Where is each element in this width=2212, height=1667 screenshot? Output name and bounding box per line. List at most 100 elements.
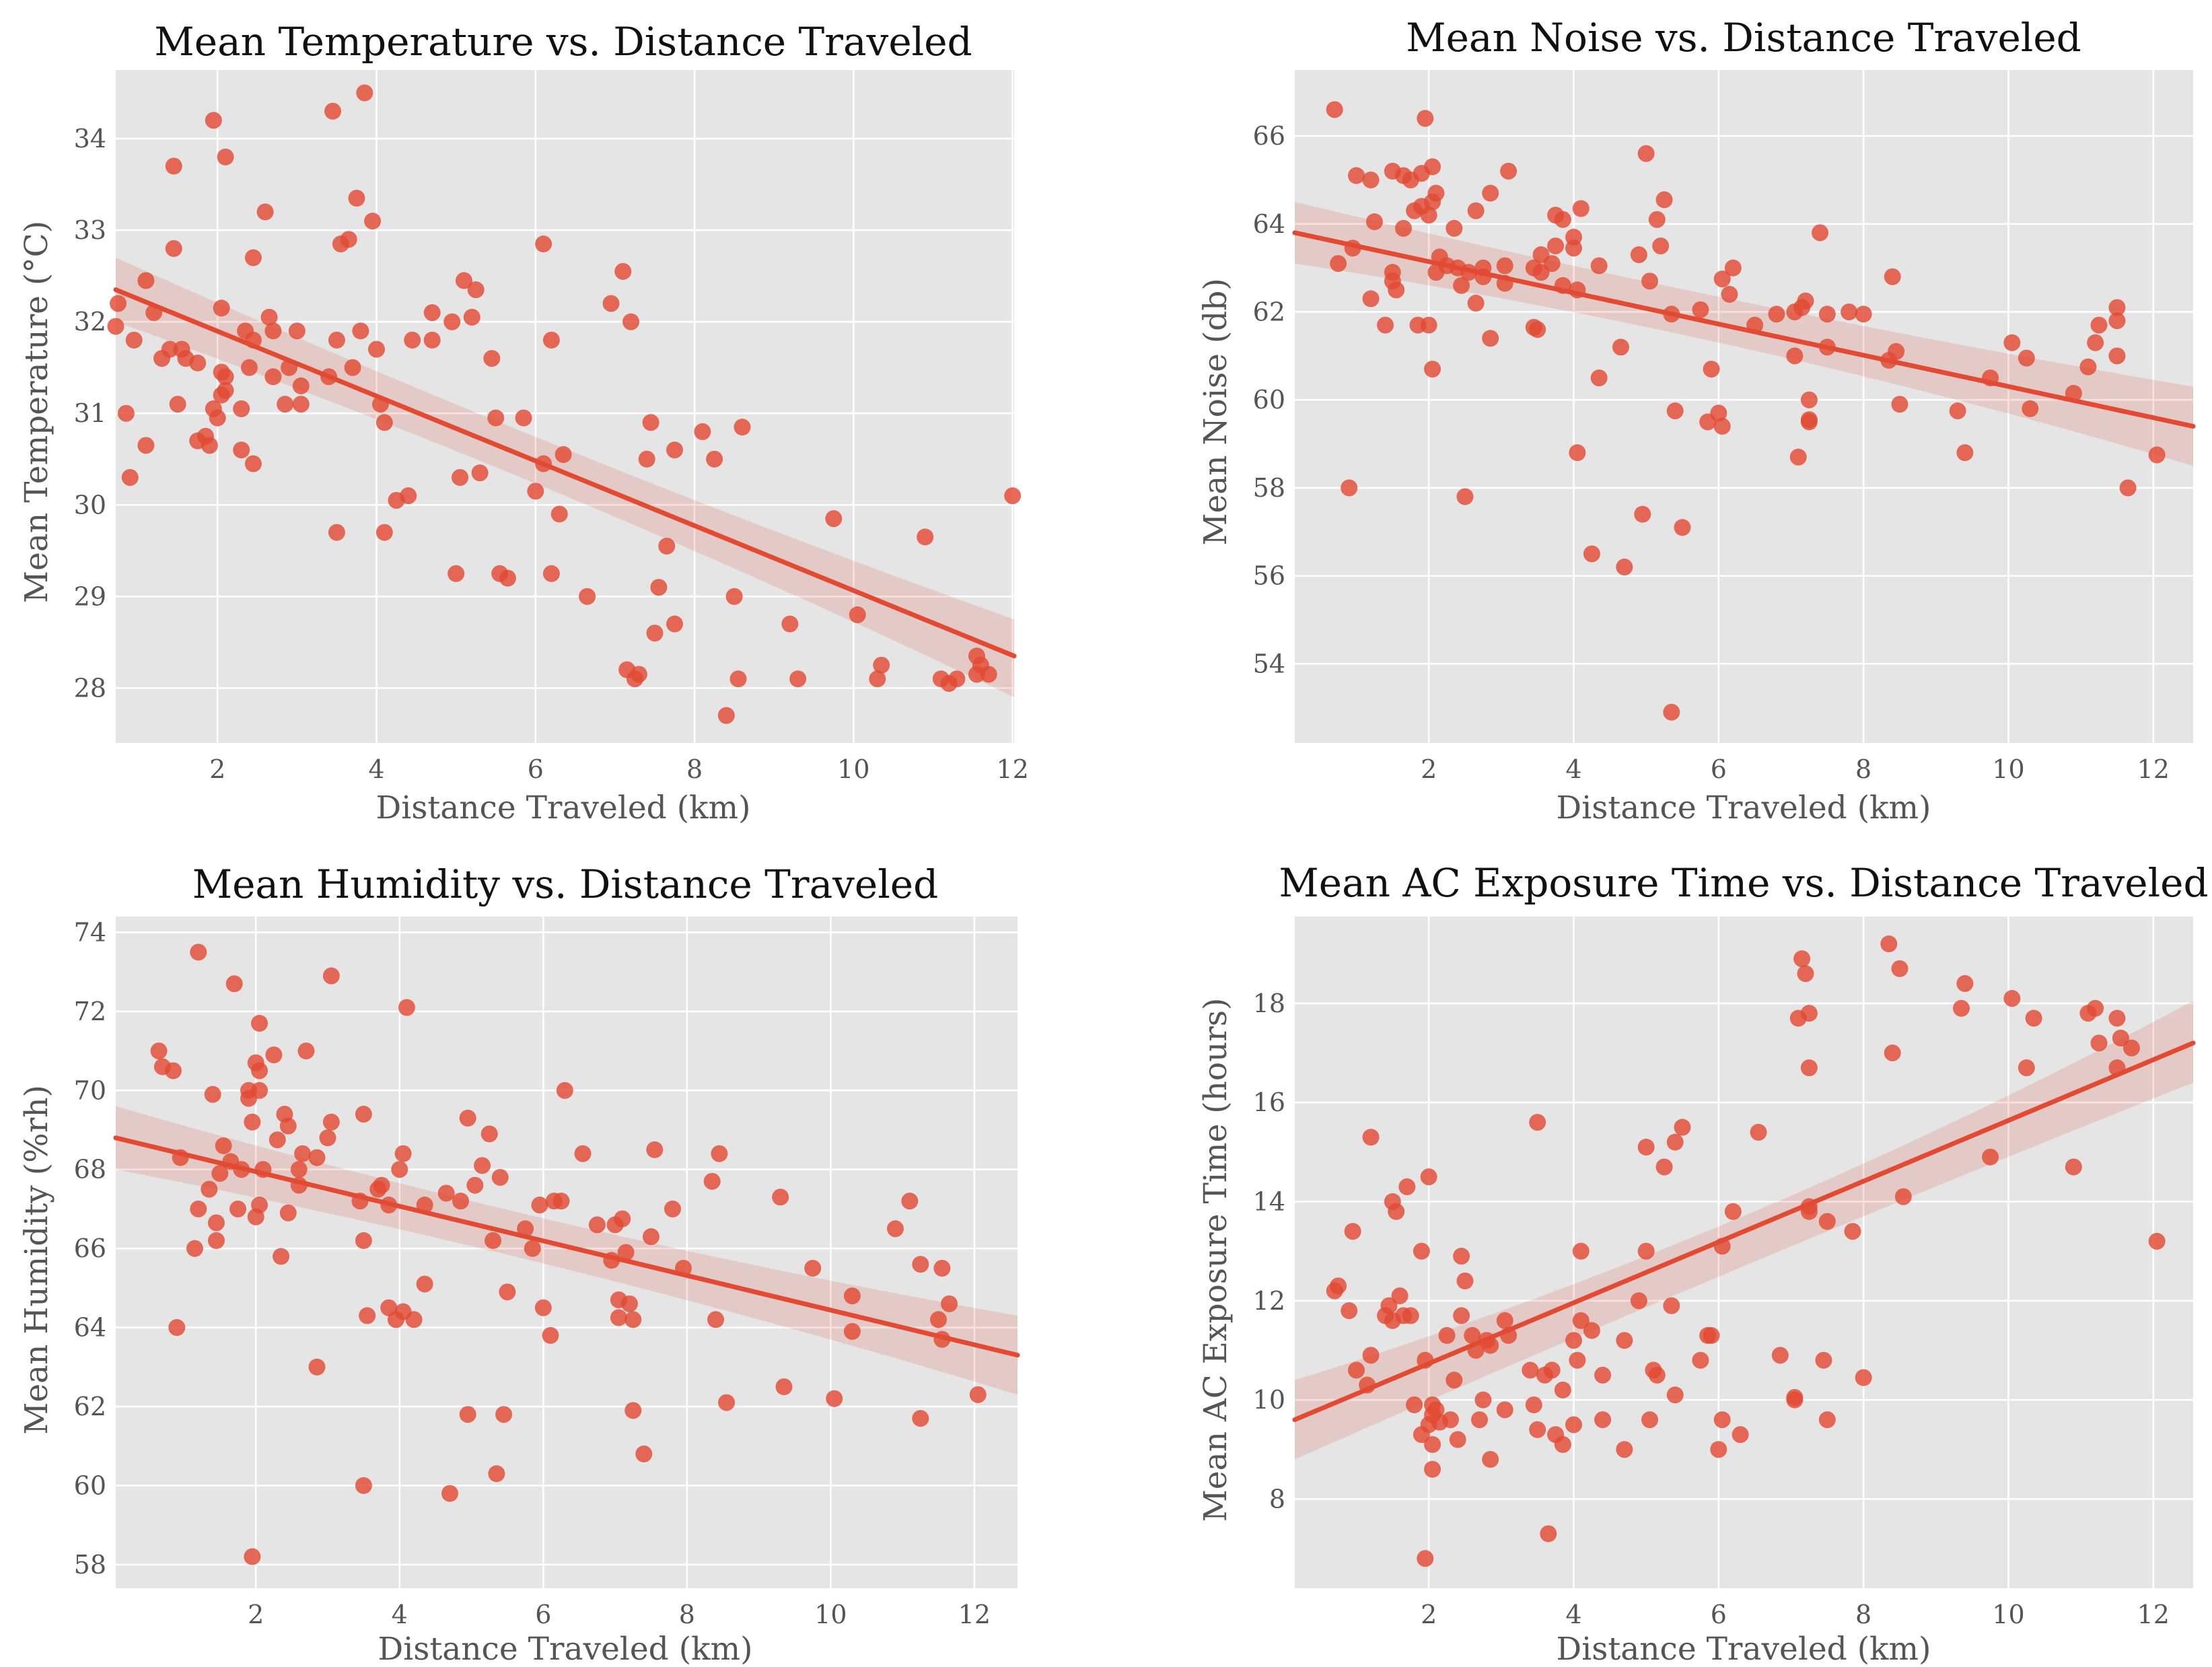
data-point	[1789, 448, 1807, 466]
y-tick-label: 58	[74, 1550, 106, 1580]
data-point	[322, 1113, 340, 1131]
y-tick-label: 74	[74, 917, 106, 947]
data-point	[244, 249, 262, 267]
data-point	[251, 1197, 269, 1214]
data-point	[355, 1232, 372, 1249]
data-point	[207, 1214, 225, 1232]
data-point	[2079, 358, 2097, 376]
chart-title: Mean Humidity vs. Distance Traveled	[192, 861, 939, 907]
data-point	[1713, 270, 1731, 287]
data-point	[1703, 1326, 1720, 1344]
data-point	[213, 299, 230, 317]
x-tick-label: 10	[814, 1600, 847, 1629]
data-point	[1855, 1369, 1872, 1386]
data-point	[1655, 1158, 1673, 1176]
data-point	[1710, 404, 1727, 422]
data-point	[1424, 360, 1441, 378]
data-point	[579, 588, 596, 605]
data-point	[718, 1394, 736, 1411]
data-point	[2065, 1158, 2082, 1176]
data-point	[1417, 1550, 1434, 1567]
data-point	[1467, 202, 1485, 219]
data-point	[1496, 1312, 1513, 1329]
data-point	[359, 1307, 376, 1324]
data-point	[804, 1259, 822, 1277]
data-point	[364, 212, 382, 229]
regression-line	[113, 287, 1017, 659]
data-point	[625, 1402, 642, 1419]
data-point	[467, 281, 485, 299]
data-point	[251, 1015, 269, 1032]
data-point	[1800, 1005, 1818, 1022]
y-tick-label: 18	[1253, 989, 1285, 1018]
y-tick-label: 66	[74, 1234, 106, 1263]
data-point	[901, 1193, 919, 1210]
data-point	[1572, 1242, 1590, 1260]
data-point	[471, 464, 489, 482]
y-tick-label: 34	[74, 124, 106, 153]
data-point	[707, 1311, 725, 1328]
data-point	[1388, 281, 1405, 299]
data-point	[348, 189, 365, 207]
data-point	[352, 322, 369, 340]
data-point	[121, 468, 139, 486]
x-tick-label: 2	[1421, 754, 1437, 784]
data-point	[209, 409, 226, 427]
data-point	[1616, 1441, 1633, 1458]
data-point	[405, 1311, 423, 1328]
data-point	[706, 450, 723, 468]
data-point	[1438, 1326, 1456, 1344]
data-point	[265, 1046, 283, 1063]
data-point	[292, 396, 310, 413]
data-point	[376, 414, 393, 431]
data-point	[1641, 273, 1659, 290]
data-point	[1482, 1451, 1499, 1468]
data-point	[1793, 950, 1811, 968]
data-point	[1348, 1361, 1365, 1379]
data-point	[474, 1157, 491, 1174]
data-point	[635, 1445, 653, 1462]
data-point	[1341, 1302, 1358, 1320]
data-point	[574, 1145, 592, 1162]
data-point	[617, 1244, 635, 1261]
data-point	[1713, 1411, 1731, 1429]
data-point	[1424, 1460, 1441, 1478]
data-point	[244, 1548, 261, 1565]
y-axis-label: Mean AC Exposure Time (hours)	[1197, 998, 1234, 1522]
data-point	[186, 1240, 203, 1257]
plot-area	[116, 70, 1014, 743]
data-point	[207, 1232, 225, 1249]
ac-exposure-chart: Mean AC Exposure Time vs. Distance Trave…	[1197, 860, 2209, 1667]
data-point	[273, 1248, 290, 1265]
data-point	[1377, 316, 1394, 334]
data-point	[642, 1228, 659, 1246]
data-point	[394, 1145, 412, 1162]
data-point	[233, 441, 250, 459]
data-point	[625, 1311, 642, 1328]
data-point	[1543, 255, 1561, 273]
regression-line	[113, 1135, 1020, 1358]
data-point	[264, 322, 282, 340]
data-point	[650, 579, 668, 596]
data-point	[1583, 1322, 1600, 1339]
data-point	[1637, 1138, 1655, 1156]
data-point	[1467, 294, 1485, 312]
y-tick-label: 28	[74, 673, 106, 703]
data-point	[2122, 1039, 2140, 1057]
data-point	[542, 1326, 559, 1344]
data-point	[1894, 1188, 1912, 1205]
data-point	[1413, 1242, 1430, 1260]
data-point	[2108, 347, 2126, 365]
data-point	[452, 468, 469, 486]
data-point	[487, 409, 505, 427]
data-point	[355, 1106, 372, 1123]
data-point	[485, 1232, 502, 1249]
data-point	[1402, 1307, 1419, 1324]
data-point	[1380, 1297, 1398, 1314]
data-point	[789, 670, 807, 688]
data-point	[1594, 1411, 1612, 1429]
data-point	[1880, 935, 1898, 953]
x-tick-label: 6	[528, 754, 544, 784]
y-tick-label: 64	[1253, 209, 1285, 239]
data-point	[260, 308, 278, 326]
